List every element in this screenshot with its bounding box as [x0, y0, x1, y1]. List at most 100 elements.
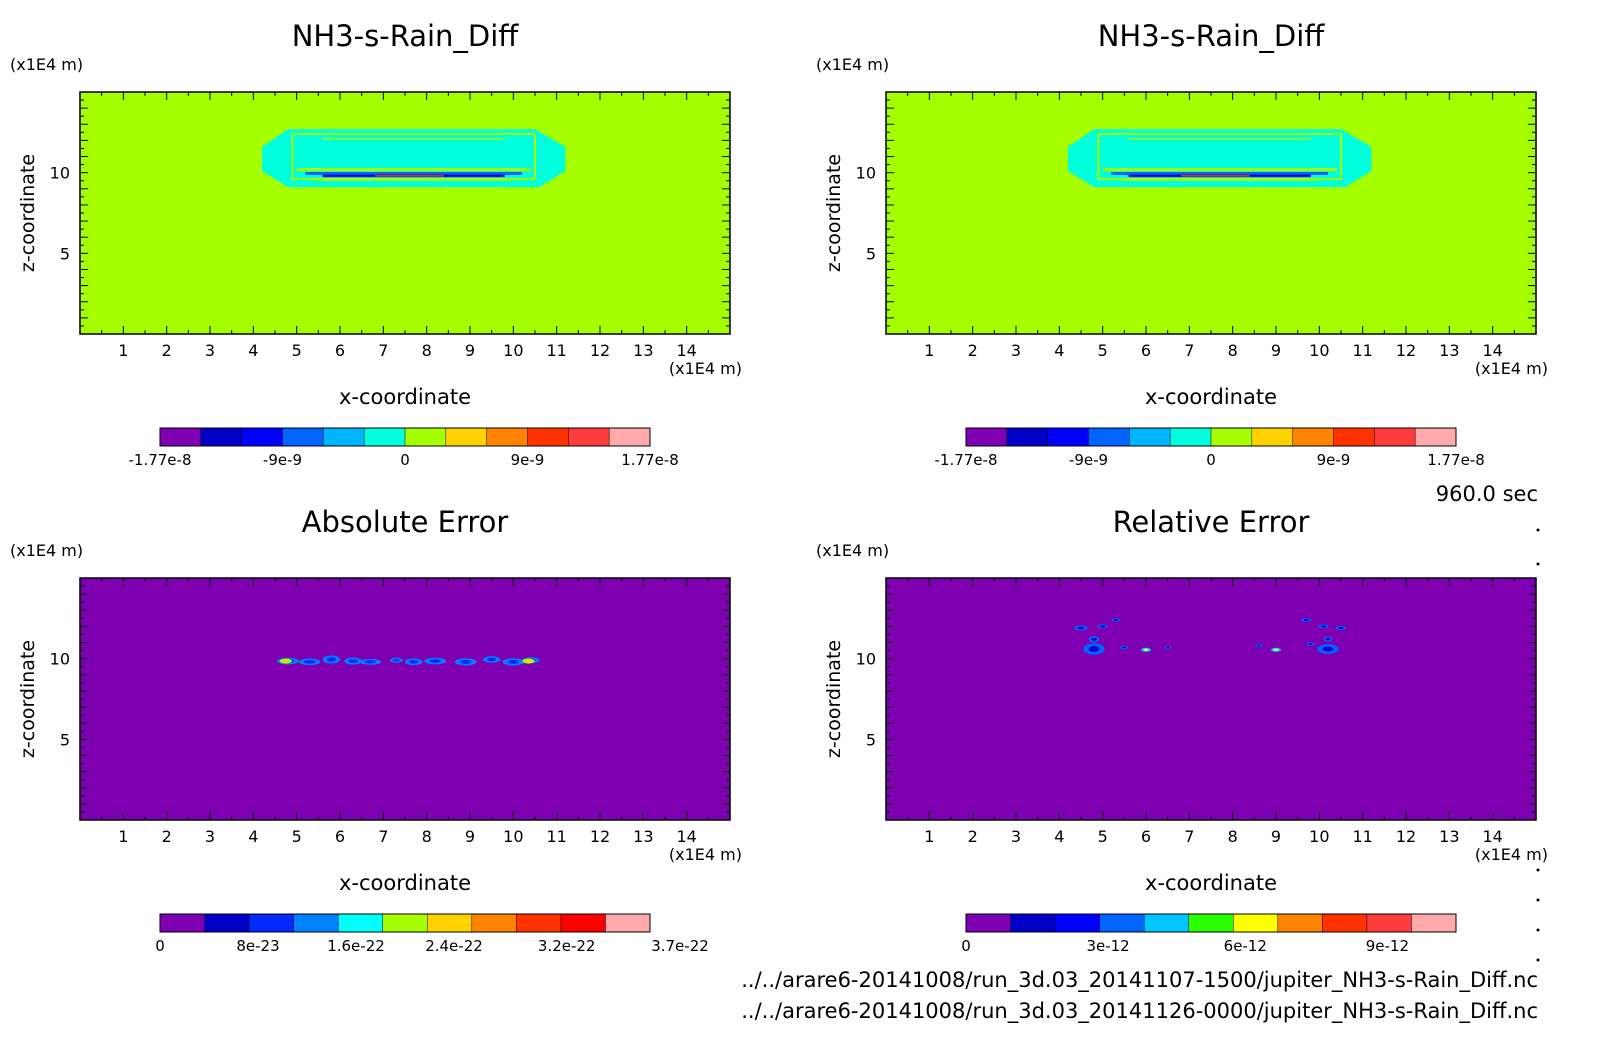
- y-tick-label: 5: [866, 244, 876, 263]
- error-contour-core: [1325, 638, 1331, 641]
- x-tick-label: 7: [378, 827, 388, 846]
- x-tick-label: 9: [1271, 341, 1281, 360]
- error-contour-peak: [1273, 648, 1279, 651]
- x-tick-label: 2: [162, 341, 172, 360]
- colorbar-segment: [338, 914, 384, 932]
- chart-panel-1: NH3-s-Rain_Diff(x1E4 m)1 2 3 4 5 6 7 8 9 10 11 12 13…: [10, 19, 742, 469]
- colorbar-segment: [605, 914, 651, 932]
- colorbar-segment: [609, 428, 651, 446]
- colorbar-segment: [1411, 914, 1457, 932]
- colorbar-segment: [1170, 428, 1212, 446]
- colorbar-segment: [1188, 914, 1234, 932]
- x-tick-label: 4: [1054, 341, 1064, 360]
- file-path-2: ../../arare6-20141008/run_3d.03_20141126…: [741, 999, 1538, 1024]
- colorbar-segment: [1144, 914, 1190, 932]
- colorbar-label: -9e-9: [1069, 451, 1108, 469]
- colorbar-label: 0: [400, 451, 410, 469]
- x-tick-label: 11: [546, 341, 566, 360]
- colorbar-segment: [527, 428, 569, 446]
- error-contour-core: [486, 657, 497, 662]
- colorbar-label: -1.77e-8: [129, 451, 192, 469]
- y-tick-label: 10: [50, 650, 70, 669]
- error-contour-core: [1303, 619, 1309, 621]
- error-contour-core: [507, 659, 520, 664]
- colorbar-segment: [1129, 428, 1171, 446]
- x-tick-label: 8: [1228, 341, 1238, 360]
- x-tick-label: 4: [248, 341, 258, 360]
- x-tick-label: 8: [422, 341, 432, 360]
- x-tick-label: 1: [118, 827, 128, 846]
- y-tick-label: 10: [856, 650, 876, 669]
- y-tick-label: 5: [60, 244, 70, 263]
- colorbar-segment: [200, 428, 243, 446]
- colorbar-frame: [965, 913, 1457, 933]
- x-tick-label: 14: [676, 827, 696, 846]
- x-tick-label: 14: [1482, 341, 1502, 360]
- x-tick-label: 7: [1184, 827, 1194, 846]
- chart-panel-4: Relative Error(x1E4 m)1 2 3 4 5 6 7 8 9 10 11 12 13 1…: [816, 505, 1548, 955]
- colorbar-segment: [568, 428, 610, 446]
- x-tick-label: 3: [1011, 827, 1021, 846]
- x-tick-label: 13: [1439, 341, 1459, 360]
- error-contour-core: [303, 660, 316, 664]
- y-axis-label: z-coordinate: [17, 154, 39, 272]
- plot-background: [80, 578, 730, 820]
- field-background: [886, 92, 1536, 334]
- colorbar-label: 0: [155, 937, 165, 955]
- colorbar-segment: [1277, 914, 1323, 932]
- error-contour-core: [326, 657, 337, 662]
- colorbar-segment: [445, 428, 488, 446]
- chart-panel-2: NH3-s-Rain_Diff(x1E4 m)1 2 3 4 5 6 7 8 9 10 11 12 13…: [816, 19, 1548, 469]
- colorbar-label: 8e-23: [236, 937, 279, 955]
- x-tick-label: 6: [1141, 341, 1151, 360]
- x-tick-label: 1: [924, 341, 934, 360]
- colorbar-segment: [323, 428, 365, 446]
- x-tick-label: 14: [676, 341, 696, 360]
- colorbar-segment: [1099, 914, 1145, 932]
- y-axis-label: z-coordinate: [17, 640, 39, 758]
- x-tick-label: 9: [465, 827, 475, 846]
- error-contour-core: [364, 660, 377, 664]
- colorbar-label: 1.77e-8: [1427, 451, 1485, 469]
- x-tick-label: 10: [1309, 341, 1329, 360]
- colorbar-segment: [516, 914, 562, 932]
- colorbar-segment: [966, 428, 1008, 446]
- chart-title: NH3-s-Rain_Diff: [292, 19, 520, 53]
- x-tick-label: 5: [1098, 341, 1108, 360]
- x-tick-label: 13: [633, 827, 653, 846]
- x-axis-label: x-coordinate: [1145, 385, 1277, 409]
- colorbar-segment: [966, 914, 1012, 932]
- colorbar-segment: [1088, 428, 1130, 446]
- chart-title: NH3-s-Rain_Diff: [1098, 19, 1326, 53]
- error-contour-core: [1113, 619, 1118, 621]
- error-contour-core: [1100, 625, 1106, 628]
- x-tick-label: 12: [590, 827, 610, 846]
- colorbar-segment: [1055, 914, 1101, 932]
- error-contour-peak: [525, 659, 532, 663]
- x-axis-label: x-coordinate: [1145, 871, 1277, 895]
- colorbar-segment: [1292, 428, 1334, 446]
- y-unit-label: (x1E4 m): [816, 55, 889, 74]
- x-tick-label: 4: [1054, 827, 1064, 846]
- x-tick-label: 5: [1098, 827, 1108, 846]
- error-contour-core: [408, 660, 419, 664]
- colorbar-label: 0: [1206, 451, 1216, 469]
- error-contour-core: [1338, 627, 1344, 629]
- error-contour-core: [1321, 625, 1327, 628]
- colorbar-segment: [1233, 914, 1279, 932]
- x-tick-label: 5: [292, 341, 302, 360]
- error-contour-core: [392, 658, 400, 662]
- x-axis-label: x-coordinate: [339, 385, 471, 409]
- error-contour-core: [1091, 637, 1097, 641]
- colorbar-label: 1.6e-22: [327, 937, 385, 955]
- margin-dots: [1536, 528, 1540, 962]
- x-tick-label: 9: [1271, 827, 1281, 846]
- x-axis-label: x-coordinate: [339, 871, 471, 895]
- colorbar-label: 3e-12: [1086, 937, 1129, 955]
- x-tick-label: 1: [924, 827, 934, 846]
- x-tick-label: 14: [1482, 827, 1502, 846]
- y-tick-label: 5: [866, 730, 876, 749]
- x-tick-label: 2: [968, 341, 978, 360]
- x-tick-label: 12: [590, 341, 610, 360]
